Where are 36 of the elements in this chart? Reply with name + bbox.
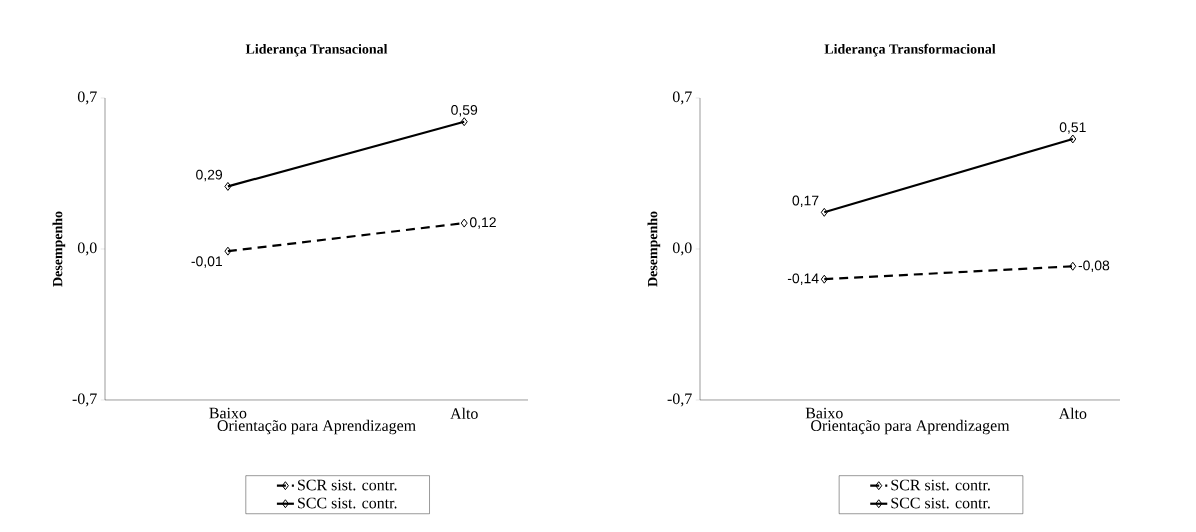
y-tick-label: -0,7 [72, 393, 97, 407]
y-axis-title: Desempenho [52, 211, 66, 287]
y-tick-label: 0,7 [77, 91, 97, 105]
data-label: -0,14 [787, 273, 819, 285]
data-label: -0,01 [191, 256, 223, 268]
point [820, 274, 828, 284]
point [820, 207, 828, 217]
point [1069, 134, 1077, 144]
data-label: 0,17 [792, 195, 819, 208]
y-tick-label: 0,0 [77, 242, 97, 256]
legend-label: SCC sist. contr. [298, 497, 397, 509]
point [1069, 261, 1077, 271]
point [460, 218, 468, 228]
x-tick-label: Baixo [805, 407, 843, 419]
data-label: 0,51 [1059, 122, 1086, 134]
chart-title: Liderança Transformacional [824, 43, 996, 57]
y-axis-title: Desempenho [647, 211, 661, 287]
point [460, 117, 468, 127]
x-tick-label: Alto [1058, 407, 1087, 419]
y-tick-label: 0,7 [672, 91, 692, 105]
y-tick-label: -0,7 [667, 393, 692, 407]
x-axis-title: Orientação para Aprendizagem [811, 419, 1010, 435]
y-tick-label: 0,0 [672, 242, 692, 256]
x-tick-label: Alto [450, 407, 478, 419]
x-tick-label: Baixo [209, 407, 247, 419]
point [224, 246, 232, 256]
data-label: 0,12 [469, 217, 496, 229]
legend-label: SCC sist. contr. [891, 497, 990, 509]
data-label: 0,29 [196, 169, 223, 182]
data-label: 0,59 [451, 104, 478, 117]
x-axis-title: Orientação para Aprendizagem [217, 419, 416, 435]
chart-title: Liderança Transacional [245, 43, 388, 57]
legend-label: SCR sist. contr. [298, 479, 397, 491]
data-label: -0,08 [1078, 260, 1110, 272]
legend-label: SCR sist. contr. [891, 479, 990, 491]
point [224, 181, 232, 191]
